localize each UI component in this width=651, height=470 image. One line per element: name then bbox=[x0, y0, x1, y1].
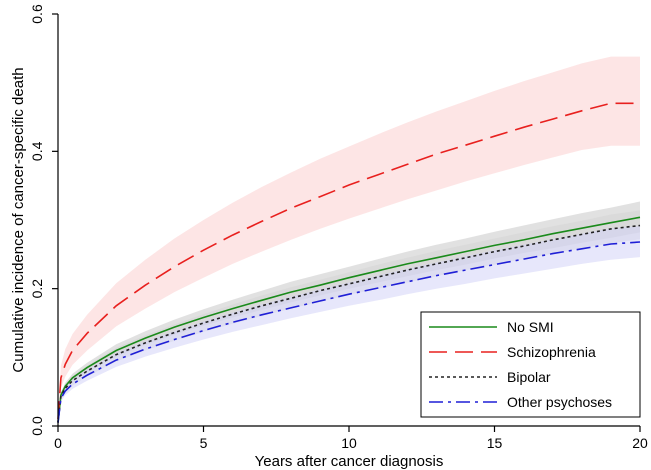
x-tick-label: 15 bbox=[487, 435, 503, 451]
series-line-3 bbox=[57, 241, 641, 423]
legend: No SMI Schizophrenia Bipolar Other psychose… bbox=[420, 311, 641, 418]
x-tick-label: 5 bbox=[200, 435, 208, 451]
legend-label: Bipolar bbox=[507, 369, 551, 385]
legend-box bbox=[420, 311, 641, 418]
x-axis-title: Years after cancer diagnosis bbox=[255, 453, 444, 470]
x-tick-label: 20 bbox=[632, 435, 648, 451]
series-lines bbox=[57, 102, 641, 423]
y-axis-title: Cumulative incidence of cancer-specific … bbox=[10, 67, 27, 372]
y-tick-label: 0.0 bbox=[29, 416, 45, 436]
series-line-0 bbox=[57, 216, 641, 423]
axes: 0 5 10 15 20 0.0 0.2 0.4 0.6 Years after cancer… bbox=[10, 4, 648, 470]
ci-band-3 bbox=[58, 226, 640, 424]
y-ticks: 0.0 0.2 0.4 0.6 bbox=[29, 4, 58, 436]
confidence-bands bbox=[58, 56, 640, 424]
x-tick-label: 10 bbox=[341, 435, 357, 451]
series-line-1 bbox=[57, 102, 640, 420]
ci-band-1 bbox=[58, 56, 640, 422]
legend-label: Schizophrenia bbox=[507, 344, 596, 360]
x-ticks: 0 5 10 15 20 bbox=[54, 426, 648, 451]
legend-label: No SMI bbox=[507, 319, 554, 335]
series-line-2 bbox=[57, 224, 641, 423]
y-tick-label: 0.2 bbox=[29, 279, 45, 299]
x-tick-label: 0 bbox=[54, 435, 62, 451]
y-tick-label: 0.6 bbox=[29, 4, 45, 24]
y-tick-label: 0.4 bbox=[29, 141, 45, 161]
legend-label: Other psychoses bbox=[507, 394, 612, 410]
